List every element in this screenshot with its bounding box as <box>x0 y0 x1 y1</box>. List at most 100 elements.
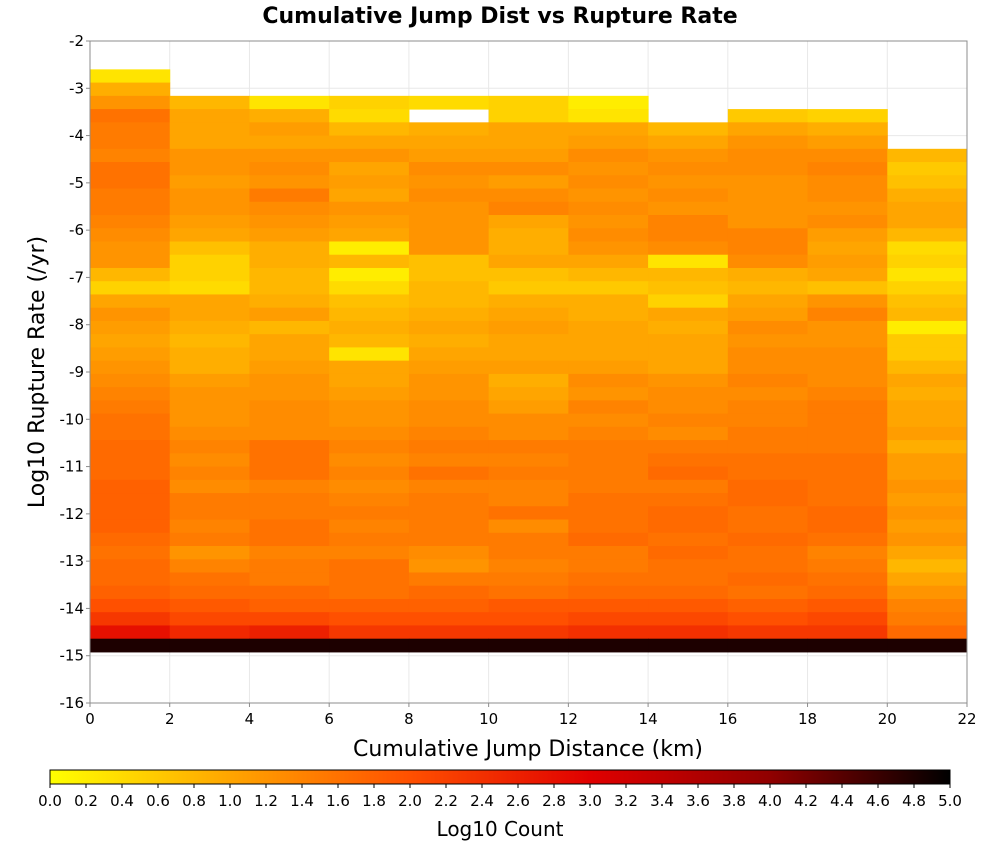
heatmap-cell <box>727 466 809 481</box>
heatmap-cell <box>169 572 250 587</box>
heatmap-cell <box>568 493 649 507</box>
heatmap-cell <box>727 546 809 560</box>
heatmap-cell <box>807 493 888 507</box>
heatmap-cell <box>648 162 729 176</box>
heatmap-cell <box>648 254 729 269</box>
heatmap-cell <box>90 122 171 137</box>
heatmap-cell <box>807 426 888 441</box>
heatmap-cell <box>807 506 888 521</box>
colorbar-tick-label: 4.4 <box>830 792 854 810</box>
heatmap-cell <box>807 281 888 295</box>
heatmap-cell <box>648 532 729 547</box>
heatmap-cell <box>249 625 330 640</box>
heatmap-cell <box>727 254 809 269</box>
heatmap-cell <box>169 400 250 415</box>
heatmap-cell <box>249 440 330 454</box>
heatmap-cell <box>807 188 888 203</box>
heatmap-cell <box>887 347 968 362</box>
heatmap-cell <box>727 400 809 415</box>
heatmap-cell <box>807 387 888 401</box>
heatmap-cell <box>648 400 729 415</box>
heatmap-cell <box>408 559 490 573</box>
heatmap-cell <box>568 559 649 573</box>
chart-title: Cumulative Jump Dist vs Rupture Rate <box>262 4 737 29</box>
heatmap-cell <box>408 387 490 401</box>
heatmap-cell <box>90 334 171 348</box>
heatmap-cell <box>568 95 649 110</box>
heatmap-cell <box>727 175 809 190</box>
heatmap-cell <box>249 162 330 176</box>
heatmap-cell <box>90 559 171 573</box>
heatmap-cell <box>648 334 729 348</box>
heatmap-cell <box>648 598 729 613</box>
colorbar-tick-label: 0.2 <box>74 792 98 810</box>
heatmap-cell <box>488 228 569 242</box>
heatmap-cell <box>727 162 809 176</box>
heatmap-cell <box>727 215 809 229</box>
heatmap-cell <box>408 254 490 269</box>
heatmap-cell <box>648 453 729 468</box>
heatmap-cell <box>568 585 649 600</box>
heatmap-cell <box>807 201 888 216</box>
heatmap-cell <box>90 294 171 309</box>
heatmap-cell <box>727 228 809 242</box>
heatmap-cell <box>169 559 250 573</box>
heatmap-cell <box>648 175 729 190</box>
heatmap-cell <box>568 400 649 415</box>
heatmap-cell <box>807 334 888 348</box>
heatmap-cell <box>648 148 729 163</box>
heatmap-cell <box>90 373 171 388</box>
heatmap-cell <box>90 267 171 282</box>
heatmap-cell <box>568 254 649 269</box>
heatmap-cell <box>249 638 330 653</box>
heatmap-cell <box>329 241 410 256</box>
heatmap-cell <box>807 519 888 534</box>
heatmap-cell <box>807 162 888 176</box>
heatmap-cell <box>329 479 410 494</box>
heatmap-cell <box>329 532 410 547</box>
heatmap-cell <box>887 506 968 521</box>
heatmap-cell <box>329 400 410 415</box>
heatmap-cell <box>408 347 490 362</box>
colorbar-tick-label: 4.0 <box>758 792 782 810</box>
heatmap-cell <box>807 360 888 375</box>
heatmap-cell <box>329 267 410 282</box>
heatmap-cell <box>249 400 330 415</box>
heatmap-cell <box>249 281 330 295</box>
heatmap-cell <box>568 532 649 547</box>
heatmap-cell <box>807 466 888 481</box>
heatmap-cell <box>807 241 888 256</box>
heatmap-cell <box>568 426 649 441</box>
heatmap-cell <box>408 148 490 163</box>
heatmap-cell <box>488 360 569 375</box>
heatmap-cell <box>329 585 410 600</box>
heatmap-cell <box>408 519 490 534</box>
colorbar-tick-label: 0.8 <box>182 792 206 810</box>
heatmap-cell <box>807 135 888 150</box>
heatmap-cell <box>648 373 729 388</box>
heatmap-cell <box>169 201 250 216</box>
x-axis-ticks: 0 2 4 6 8 10 12 14 16 18 20 22 <box>85 703 977 728</box>
heatmap-cell <box>727 281 809 295</box>
heatmap-cell <box>329 109 410 123</box>
heatmap-cell <box>807 625 888 640</box>
heatmap-cell <box>169 307 250 322</box>
heatmap-cell <box>249 572 330 587</box>
heatmap-cell <box>727 598 809 613</box>
heatmap-cell <box>648 638 729 653</box>
heatmap-cell <box>568 360 649 375</box>
heatmap-cell <box>807 413 888 428</box>
y-tick-label: -7 <box>69 268 84 286</box>
x-tick-label: 18 <box>798 710 817 728</box>
heatmap-cell <box>408 307 490 322</box>
heatmap-cell <box>887 638 968 653</box>
heatmap-cell <box>887 294 968 309</box>
heatmap-cell <box>329 254 410 269</box>
heatmap-cell <box>887 387 968 401</box>
heatmap-cell <box>329 228 410 242</box>
heatmap-cell <box>408 175 490 190</box>
heatmap-cell <box>249 320 330 335</box>
heatmap-cell <box>249 413 330 428</box>
colorbar-tick-label: 2.2 <box>434 792 458 810</box>
heatmap-cell <box>568 215 649 229</box>
